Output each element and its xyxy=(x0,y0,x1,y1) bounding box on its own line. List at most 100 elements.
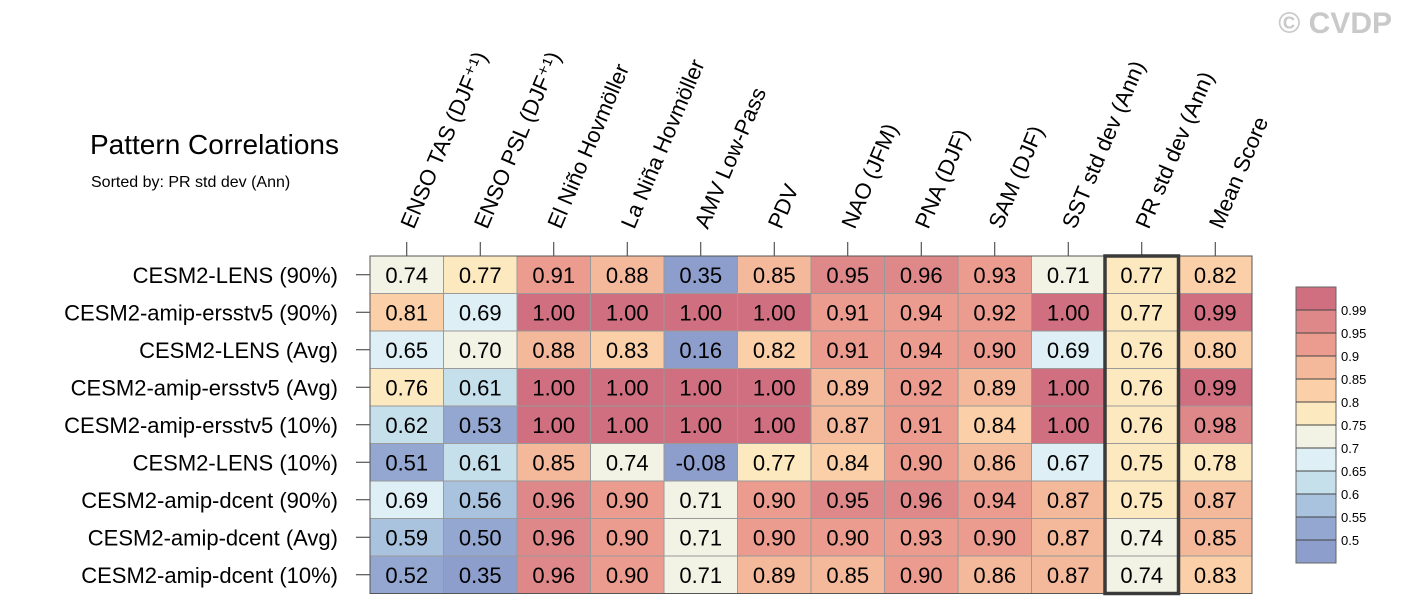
cell-value: 0.83 xyxy=(1194,563,1237,588)
heatmap-cell xyxy=(443,368,518,407)
cell-value: 0.90 xyxy=(753,525,796,550)
colorbar-label: 0.75 xyxy=(1341,418,1366,433)
cell-value: 0.71 xyxy=(679,563,722,588)
colorbar-segment xyxy=(1296,379,1336,402)
cell-value: 0.67 xyxy=(1047,450,1090,475)
cell-value: 0.85 xyxy=(753,263,796,288)
cell-value: 0.91 xyxy=(826,338,869,363)
watermark: © CVDP xyxy=(1278,7,1392,40)
cell-value: 0.92 xyxy=(900,375,943,400)
heatmap-cell xyxy=(663,368,738,407)
cell-value: 0.87 xyxy=(1047,488,1090,513)
cell-value: 0.62 xyxy=(385,413,428,438)
cell-value: 0.98 xyxy=(1194,413,1237,438)
row-label: CESM2-LENS (10%) xyxy=(133,450,338,475)
cell-value: 0.65 xyxy=(385,338,428,363)
cell-value: 0.85 xyxy=(826,563,869,588)
cell-value: 0.76 xyxy=(1120,413,1163,438)
heatmap-cell xyxy=(1104,480,1179,519)
row-label: CESM2-LENS (Avg) xyxy=(139,338,338,363)
heatmap-cell xyxy=(1104,518,1179,557)
heatmap-cell xyxy=(1031,443,1106,482)
colorbar-segment xyxy=(1296,540,1336,563)
cell-value: 1.00 xyxy=(532,413,575,438)
cell-value: 0.50 xyxy=(459,525,502,550)
heatmap-cell xyxy=(590,330,665,369)
chart-title: Pattern Correlations xyxy=(90,129,339,160)
heatmap-cell xyxy=(810,518,885,557)
cell-value: 1.00 xyxy=(1047,413,1090,438)
cell-value: 0.69 xyxy=(459,300,502,325)
heatmap-cell xyxy=(884,443,959,482)
cell-value: 0.74 xyxy=(1120,563,1163,588)
cell-value: 1.00 xyxy=(679,413,722,438)
cell-value: 0.96 xyxy=(532,563,575,588)
cell-value: 1.00 xyxy=(753,375,796,400)
row-label: CESM2-amip-dcent (Avg) xyxy=(88,525,338,550)
cell-value: 0.90 xyxy=(826,525,869,550)
cell-value: 0.89 xyxy=(826,375,869,400)
heatmap-cell xyxy=(516,368,591,407)
heatmap-cell xyxy=(443,293,518,332)
colorbar-label: 0.7 xyxy=(1341,441,1359,456)
cell-value: -0.08 xyxy=(676,450,726,475)
cell-value: 1.00 xyxy=(606,300,649,325)
colorbar-segment xyxy=(1296,448,1336,471)
cell-value: 0.95 xyxy=(826,263,869,288)
cell-value: 0.85 xyxy=(1194,525,1237,550)
cell-value: 0.75 xyxy=(1120,450,1163,475)
cell-value: 0.89 xyxy=(973,375,1016,400)
heatmap-cell xyxy=(737,443,812,482)
cell-value: 0.96 xyxy=(532,488,575,513)
heatmap-cell xyxy=(663,518,738,557)
heatmap-cell xyxy=(884,518,959,557)
colorbar-segment xyxy=(1296,425,1336,448)
cell-value: 0.89 xyxy=(753,563,796,588)
cell-value: 0.76 xyxy=(1120,375,1163,400)
cell-value: 0.95 xyxy=(826,488,869,513)
heatmap-cell xyxy=(810,405,885,444)
cell-value: 0.90 xyxy=(753,488,796,513)
cell-value: 0.74 xyxy=(1120,525,1163,550)
cell-value: 0.84 xyxy=(973,413,1016,438)
heatmap-cell xyxy=(590,405,665,444)
cell-value: 0.80 xyxy=(1194,338,1237,363)
cell-value: 0.92 xyxy=(973,300,1016,325)
cell-value: 0.59 xyxy=(385,525,428,550)
heatmap-cell xyxy=(1104,405,1179,444)
cell-value: 0.93 xyxy=(900,525,943,550)
cell-value: 0.76 xyxy=(385,375,428,400)
cell-value: 1.00 xyxy=(679,300,722,325)
cell-value: 0.56 xyxy=(459,488,502,513)
heatmap-cell xyxy=(516,255,591,294)
heatmap-cell xyxy=(663,405,738,444)
heatmap-cell xyxy=(1104,330,1179,369)
heatmap-cell xyxy=(1104,555,1179,594)
cell-value: 1.00 xyxy=(679,375,722,400)
cell-value: 0.74 xyxy=(385,263,428,288)
heatmap-cell xyxy=(369,518,444,557)
cell-value: 0.88 xyxy=(532,338,575,363)
colorbar-label: 0.99 xyxy=(1341,303,1366,318)
heatmap-cell xyxy=(957,443,1032,482)
cell-value: 0.83 xyxy=(606,338,649,363)
colorbar: 0.99 0.95 0.9 0.85 0.8 0.75 0.7 0.65 0.6 0.55 0.5 xyxy=(1295,286,1366,564)
heatmap-cell xyxy=(737,368,812,407)
row-label: CESM2-amip-ersstv5 (Avg) xyxy=(71,375,338,400)
heatmap-cell xyxy=(737,293,812,332)
colorbar-segment xyxy=(1296,333,1336,356)
cell-value: 0.77 xyxy=(1120,263,1163,288)
row-label: CESM2-amip-dcent (90%) xyxy=(81,488,338,513)
row-label: CESM2-LENS (90%) xyxy=(133,263,338,288)
cell-value: 0.77 xyxy=(459,263,502,288)
cell-value: 0.91 xyxy=(532,263,575,288)
cell-value: 0.77 xyxy=(753,450,796,475)
cell-value: 0.52 xyxy=(385,563,428,588)
cell-value: 0.96 xyxy=(532,525,575,550)
cell-value: 0.71 xyxy=(1047,263,1090,288)
colorbar-segment xyxy=(1296,310,1336,333)
heatmap-cell xyxy=(810,480,885,519)
heatmap-cell xyxy=(1104,293,1179,332)
heatmap-cells: 0.74 0.77 0.91 0.88 0.35 0.85 0.95 0.96 0.93 0.71… xyxy=(369,254,1253,596)
heatmap-cell xyxy=(516,405,591,444)
